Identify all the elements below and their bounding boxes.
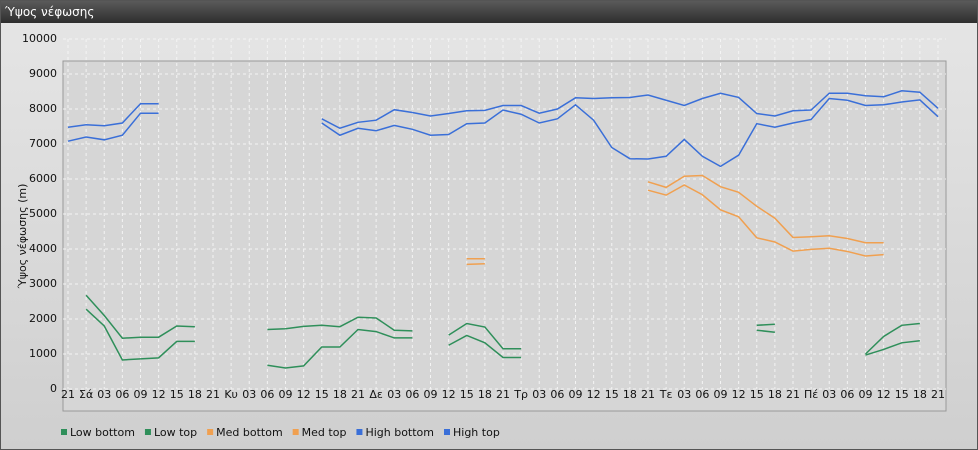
x-tick-label: 15 <box>460 388 474 401</box>
x-tick-label: 03 <box>97 388 111 401</box>
legend-swatch <box>207 429 214 435</box>
x-tick-label: Σά <box>79 388 93 401</box>
y-tick-label: 5000 <box>29 207 57 220</box>
legend-label: Med top <box>302 426 347 439</box>
x-tick-label: 18 <box>768 388 782 401</box>
y-axis-label: Ύψος νέφωσης (m) <box>16 184 29 290</box>
x-tick-label: Τε <box>659 388 673 401</box>
y-tick-label: 10000 <box>22 32 57 45</box>
x-tick-label: 18 <box>188 388 202 401</box>
series-line <box>85 308 920 369</box>
legend-swatch <box>144 429 151 435</box>
x-tick-label: 15 <box>315 388 329 401</box>
x-tick-label: 21 <box>931 388 945 401</box>
x-tick-label: 21 <box>206 388 220 401</box>
x-tick-label: Πέ <box>804 388 818 401</box>
x-tick-label: 18 <box>623 388 637 401</box>
y-tick-label: 2000 <box>29 312 57 325</box>
x-tick-label: 18 <box>478 388 492 401</box>
legend-label: Low bottom <box>70 426 135 439</box>
x-tick-label: 03 <box>677 388 691 401</box>
x-tick-label: 06 <box>115 388 129 401</box>
series-line <box>466 174 884 260</box>
y-tick-label: 7000 <box>29 137 57 150</box>
x-tick-label: 15 <box>170 388 184 401</box>
x-tick-label: 12 <box>732 388 746 401</box>
y-tick-label: 4000 <box>29 242 57 255</box>
x-tick-label: 21 <box>351 388 365 401</box>
x-tick-label: 12 <box>442 388 456 401</box>
x-tick-label: 18 <box>913 388 927 401</box>
x-tick-label: 03 <box>387 388 401 401</box>
x-tick-label: 21 <box>641 388 655 401</box>
series-line <box>67 90 939 130</box>
x-tick-label: 09 <box>279 388 293 401</box>
legend-label: Med bottom <box>216 426 283 439</box>
x-tick-label: 06 <box>695 388 709 401</box>
legend-swatch <box>356 429 363 435</box>
legend-swatch <box>61 429 67 435</box>
x-tick-label: 15 <box>895 388 909 401</box>
x-tick-label: 03 <box>242 388 256 401</box>
title-bar: Ύψος νέφωσης <box>1 1 977 23</box>
x-tick-label: 09 <box>714 388 728 401</box>
series-line <box>466 184 884 266</box>
y-tick-label: 3000 <box>29 277 57 290</box>
x-tick-label: 09 <box>134 388 148 401</box>
x-tick-label: 06 <box>260 388 274 401</box>
y-tick-label: 0 <box>50 382 57 395</box>
x-tick-label: Τρ <box>513 388 528 401</box>
x-tick-label: Κυ <box>224 388 238 401</box>
x-tick-label: Δε <box>369 388 383 401</box>
x-tick-label: 06 <box>550 388 564 401</box>
plot-area <box>62 60 947 412</box>
x-tick-label: 06 <box>840 388 854 401</box>
legend-label: High bottom <box>365 426 434 439</box>
legend-swatch <box>292 429 299 435</box>
x-tick-label: 15 <box>605 388 619 401</box>
y-tick-label: 1000 <box>29 347 57 360</box>
x-tick-label: 21 <box>786 388 800 401</box>
legend-label: Low top <box>154 426 197 439</box>
x-tick-label: 12 <box>587 388 601 401</box>
x-tick-label: 12 <box>877 388 891 401</box>
series-line <box>85 294 920 355</box>
x-tick-label: 12 <box>152 388 166 401</box>
legend-label: High top <box>453 426 500 439</box>
x-tick-label: 06 <box>405 388 419 401</box>
x-tick-label: 09 <box>424 388 438 401</box>
x-tick-label: 21 <box>496 388 510 401</box>
y-tick-label: 9000 <box>29 67 57 80</box>
series-line <box>67 97 939 168</box>
x-tick-label: 18 <box>333 388 347 401</box>
y-tick-label: 6000 <box>29 172 57 185</box>
x-tick-label: 21 <box>61 388 75 401</box>
x-tick-label: 03 <box>822 388 836 401</box>
y-tick-label: 8000 <box>29 102 57 115</box>
x-tick-label: 12 <box>297 388 311 401</box>
legend-swatch <box>444 429 450 435</box>
x-tick-label: 09 <box>569 388 583 401</box>
x-tick-label: 15 <box>750 388 764 401</box>
x-tick-label: 09 <box>859 388 873 401</box>
x-tick-label: 03 <box>532 388 546 401</box>
